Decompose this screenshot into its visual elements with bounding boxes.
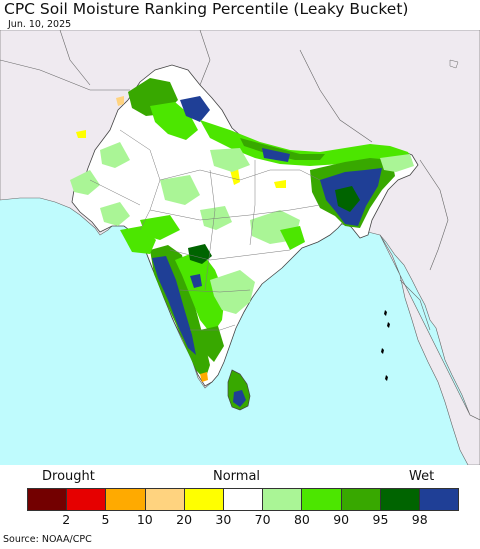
legend-swatch (106, 489, 146, 510)
legend-swatch (223, 489, 264, 510)
map-date: Jun. 10, 2025 (6, 19, 74, 30)
legend-tick-label: 90 (333, 512, 350, 527)
source-credit: Source: NOAA/CPC (3, 534, 92, 545)
legend-wet-label: Wet (409, 469, 435, 484)
legend-swatch (380, 489, 420, 510)
legend-swatch (341, 489, 381, 510)
map-title: CPC Soil Moisture Ranking Percentile (Le… (4, 0, 409, 18)
legend-swatch (419, 489, 459, 510)
legend-tick-label: 5 (101, 512, 110, 527)
soil-moisture-map (0, 30, 480, 465)
legend-swatch (302, 489, 342, 510)
legend-tick-label: 30 (215, 512, 232, 527)
legend-swatch (184, 489, 224, 510)
legend-normal-label: Normal (213, 469, 261, 484)
legend-tick-label: 2 (62, 512, 71, 527)
legend-tick-label: 95 (372, 512, 389, 527)
legend-tick-label: 80 (293, 512, 310, 527)
legend-tick-label: 98 (411, 512, 428, 527)
legend-swatch (67, 489, 107, 510)
legend-tick-label: 20 (176, 512, 193, 527)
legend-color-bar (27, 488, 459, 511)
legend-swatch (145, 489, 185, 510)
legend: Drought Normal Wet 2 5 10 20 30 70 80 90 95 98 (0, 465, 480, 533)
legend-drought-label: Drought (42, 469, 95, 484)
legend-tick-label: 10 (136, 512, 153, 527)
legend-swatch (263, 489, 303, 510)
legend-swatch (28, 489, 68, 510)
legend-tick-label: 70 (254, 512, 271, 527)
